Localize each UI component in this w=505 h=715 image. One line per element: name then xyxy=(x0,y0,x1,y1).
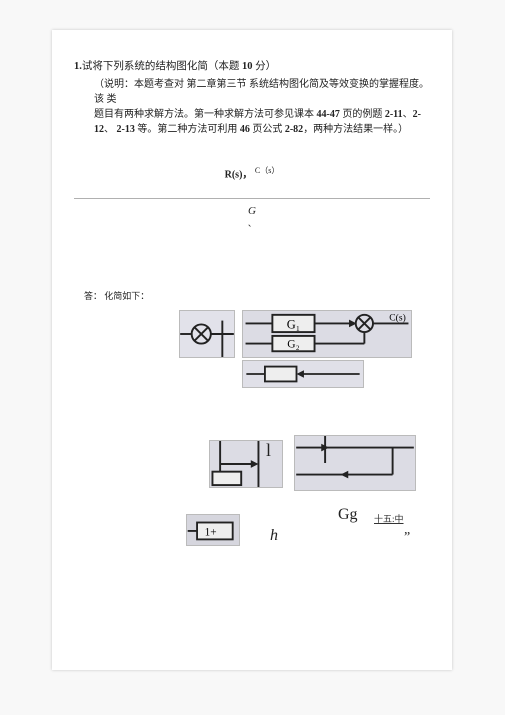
divider xyxy=(74,198,430,199)
formula-line: R(s)， C（s） xyxy=(74,165,430,180)
question-score: 10 xyxy=(242,61,253,72)
question-title-prefix: 试将下列系统的结构图化简（本题 xyxy=(82,61,242,72)
answer-label: 答： 化简如下： xyxy=(84,289,430,302)
explain-line1: （说明：本题考查对 第二章第三节 系统结构图化简及等效变换的掌握程度。该 类 xyxy=(94,79,429,105)
ref5: 46 xyxy=(240,124,250,135)
diagram-fragment-5 xyxy=(294,435,416,491)
question-number: 1. xyxy=(74,61,82,72)
question-title: 1.试将下列系统的结构图化简（本题 10 分） xyxy=(74,58,430,73)
label-link: 十五:中 xyxy=(374,512,404,525)
diagram-fragment-6: 1+ xyxy=(186,514,240,546)
explain-l3s: ，两种方法结果一样。） xyxy=(303,124,408,135)
svg-text:1+: 1+ xyxy=(205,527,217,539)
comma2: 、 xyxy=(104,124,117,135)
question-explanation: （说明：本题考查对 第二章第三节 系统结构图化简及等效变换的掌握程度。该 类 题… xyxy=(74,77,430,137)
diagram-fragment-2: G₁ G₂ C(s) xyxy=(242,310,412,358)
label-gg: Gg xyxy=(338,506,358,524)
g-label: G xyxy=(74,205,430,217)
diagram-fragment-3 xyxy=(242,360,364,388)
explain-l3m: 等。第二种方法可利用 xyxy=(135,124,240,135)
g-label-sub: 、 xyxy=(74,218,430,229)
ref6: 2-82 xyxy=(285,124,303,135)
label-quote: ” xyxy=(404,530,410,546)
document-page: 1.试将下列系统的结构图化简（本题 10 分） （说明：本题考查对 第二章第三节… xyxy=(52,30,452,670)
diagram-fragment-4 xyxy=(209,440,283,488)
explain-l2m: 页的例题 xyxy=(340,109,385,120)
r-label: R(s)， xyxy=(225,169,253,180)
comma1: 、 xyxy=(403,109,413,120)
label-l: l xyxy=(266,440,271,461)
question-title-suffix: 分） xyxy=(253,61,277,72)
label-h: h xyxy=(270,527,278,545)
ref1: 44-47 xyxy=(317,109,340,120)
c-label: C（s） xyxy=(255,166,279,175)
explain-l2p: 题目有两种求解方法。第一种求解方法可参见课本 xyxy=(94,109,317,120)
explain-l3m2: 页公式 xyxy=(250,124,285,135)
svg-text:C(s): C(s) xyxy=(389,313,406,324)
svg-text:G₁: G₁ xyxy=(287,318,300,332)
diagram-fragment-1 xyxy=(179,310,235,358)
ref4: 2-13 xyxy=(117,124,135,135)
ref2: 2-11 xyxy=(385,109,403,120)
svg-text:G₂: G₂ xyxy=(287,339,299,351)
